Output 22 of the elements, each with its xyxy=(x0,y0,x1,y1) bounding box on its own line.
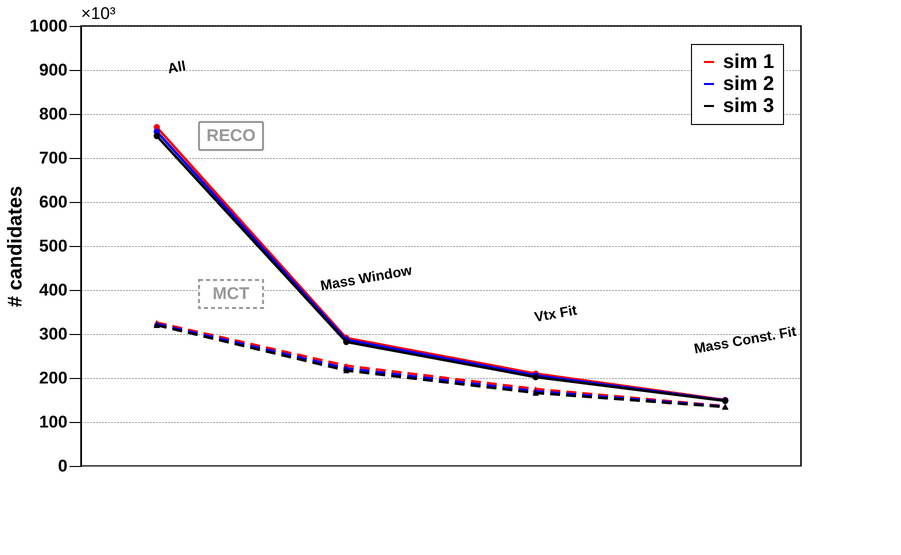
x-tick-label: All xyxy=(166,57,187,76)
x-tick-label: Vtx Fit xyxy=(533,302,578,325)
legend-label: sim 2 xyxy=(723,73,774,95)
y-tick-label: 400 xyxy=(39,280,68,300)
y-tick-label: 800 xyxy=(39,104,68,124)
text: ×10³ xyxy=(81,4,116,23)
y-tick-label: 600 xyxy=(39,192,68,212)
y-tick-label: 700 xyxy=(39,148,68,168)
y-tick-label: 0 xyxy=(58,456,68,476)
annotation: RECO xyxy=(206,126,256,145)
x-tick-label: Mass Window xyxy=(319,262,414,294)
y-tick-label: 300 xyxy=(39,324,68,344)
y-tick-label: 1000 xyxy=(30,16,68,36)
annotation: MCT xyxy=(212,284,250,303)
legend-label: sim 3 xyxy=(723,95,774,117)
y-tick-label: 200 xyxy=(39,368,68,388)
legend-label: sim 1 xyxy=(723,51,774,73)
y-axis-title: # candidates xyxy=(4,186,27,308)
y-tick-label: 900 xyxy=(39,60,68,80)
x-tick-label: Mass Const. Fit xyxy=(692,322,798,357)
y-tick-label: 500 xyxy=(39,236,68,256)
y-tick-label: 100 xyxy=(39,412,68,432)
